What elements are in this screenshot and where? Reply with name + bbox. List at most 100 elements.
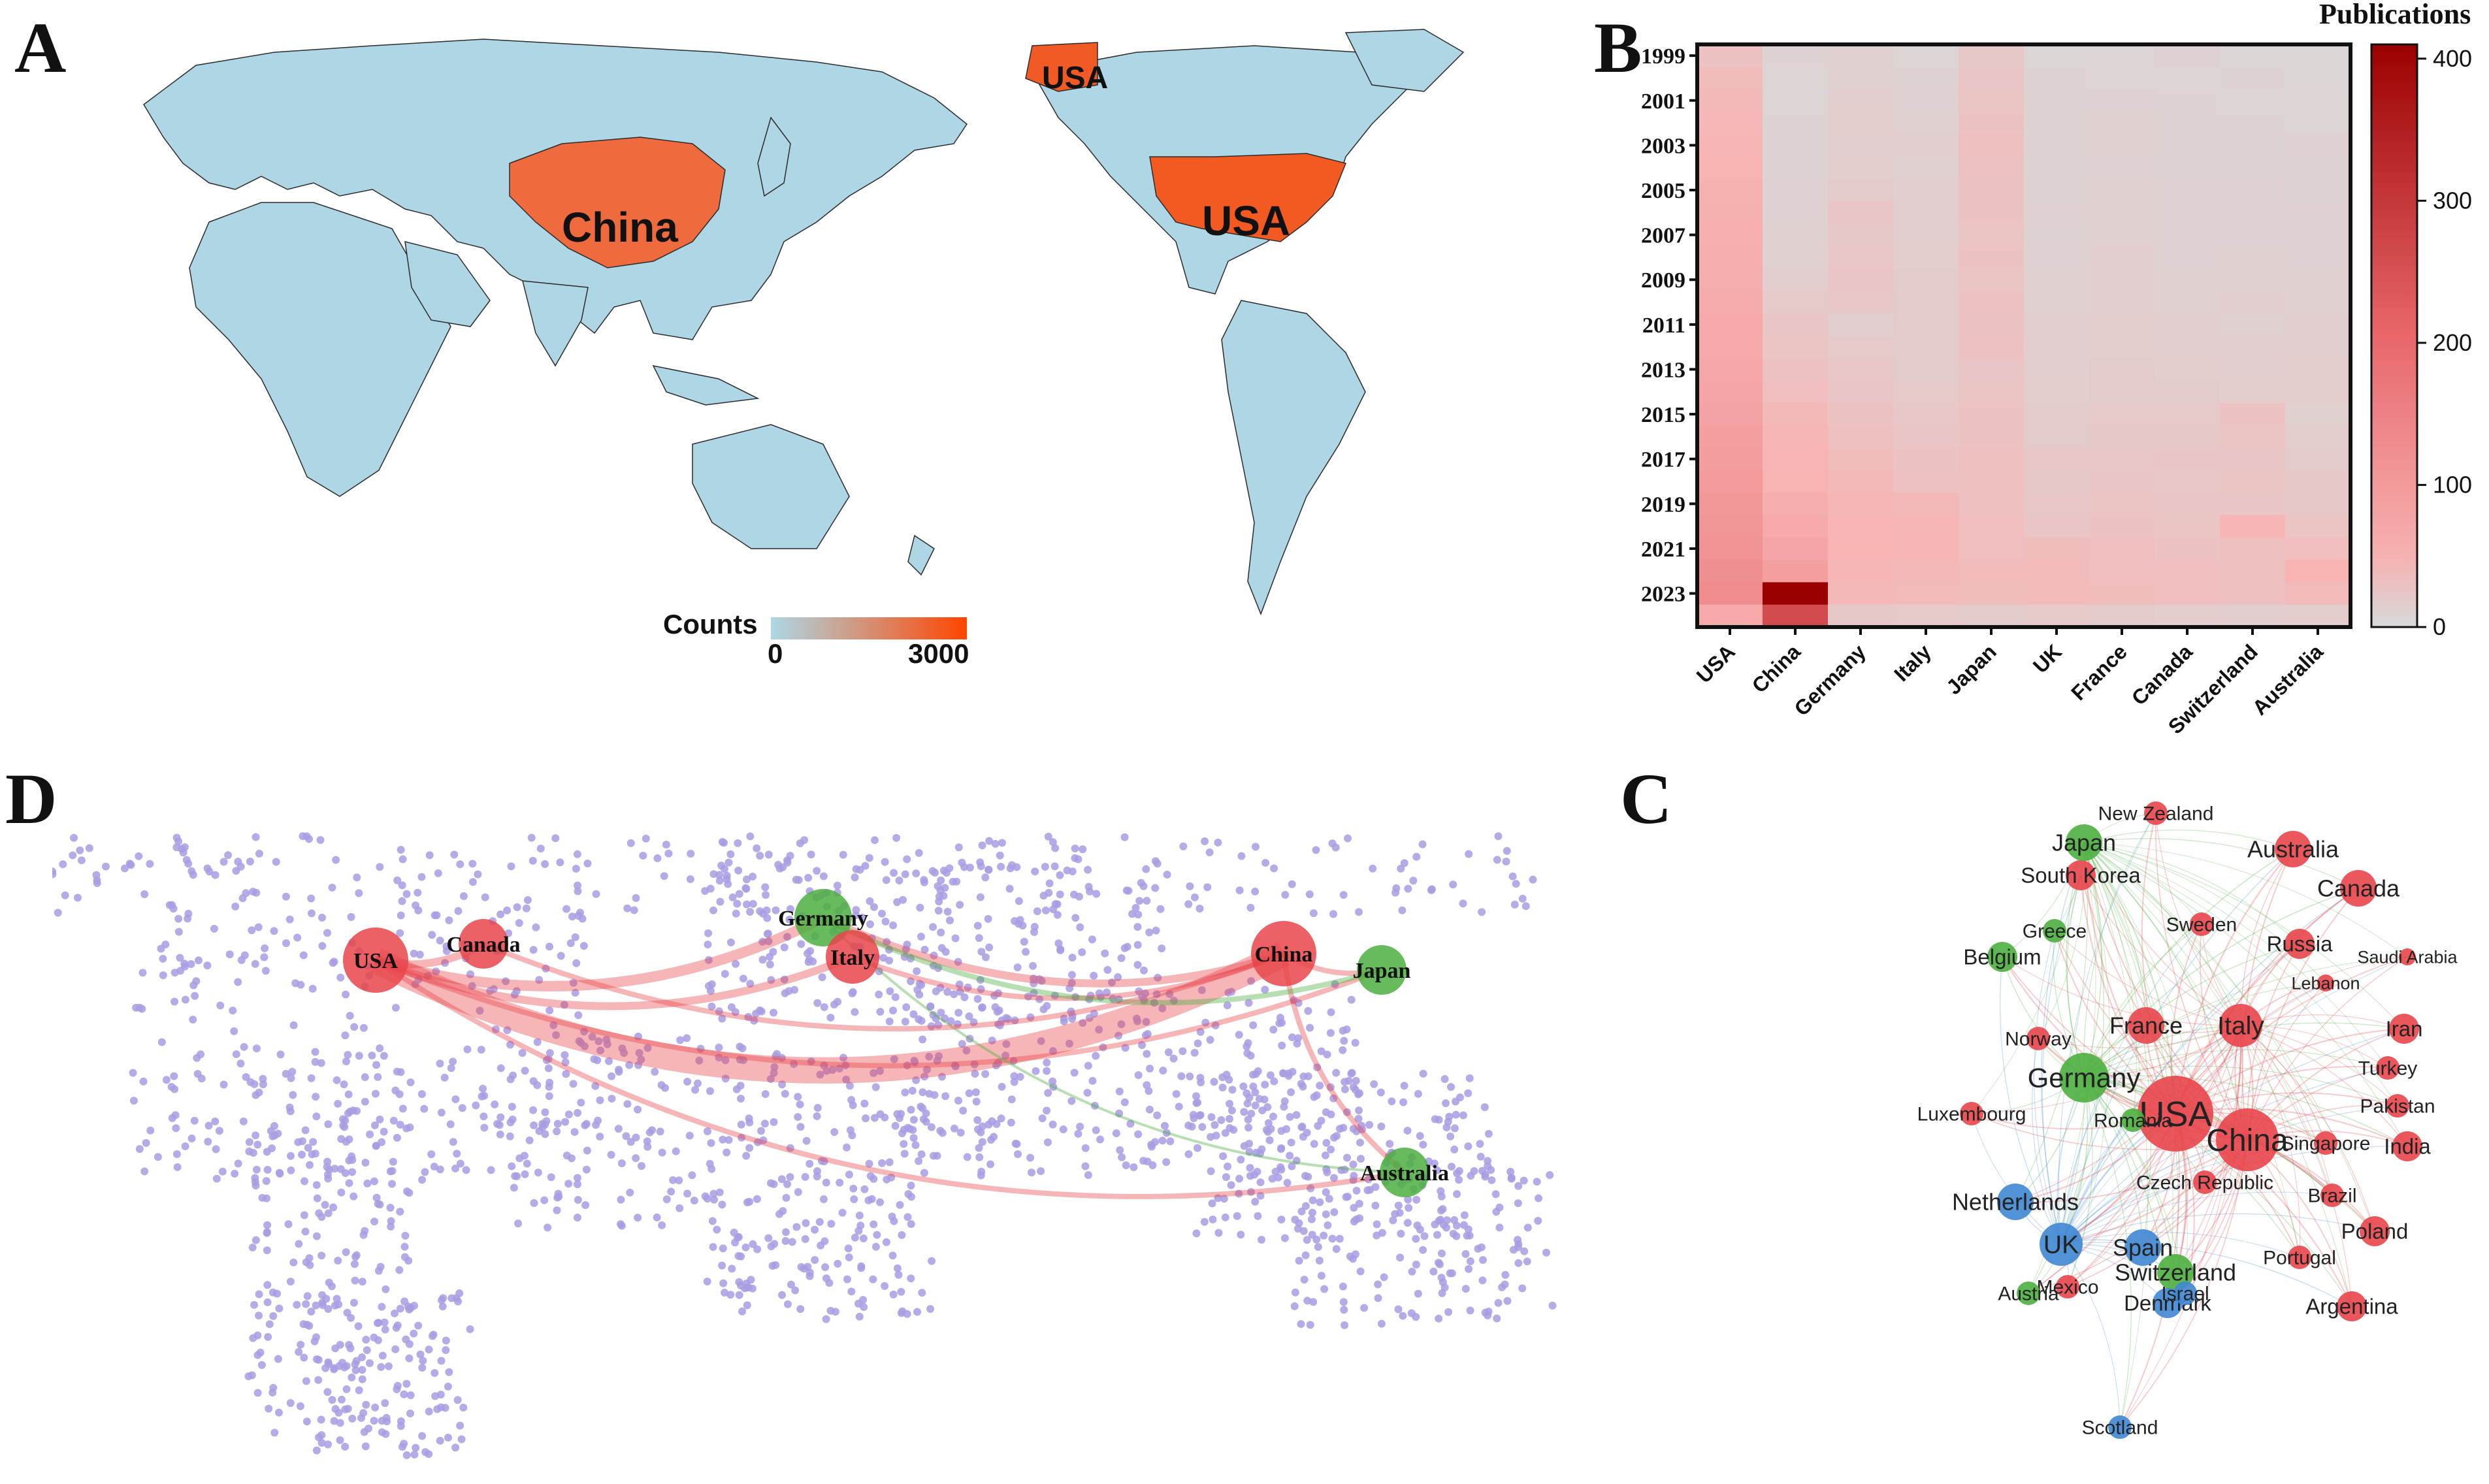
map-dot xyxy=(820,1003,828,1011)
heatmap-cell xyxy=(2089,201,2155,224)
flow-link xyxy=(822,916,1405,1174)
map-dot xyxy=(1266,1071,1275,1080)
map-dot xyxy=(165,901,174,909)
map-dot xyxy=(85,844,93,852)
map-dot xyxy=(888,1251,897,1260)
heatmap-cell xyxy=(2285,134,2351,157)
map-dot xyxy=(664,849,673,858)
map-dot xyxy=(324,1304,333,1313)
heatmap-cell xyxy=(2285,425,2351,449)
map-dot xyxy=(852,911,860,920)
heatmap-cell xyxy=(1893,358,1959,381)
network-edge xyxy=(2067,842,2110,1287)
map-dot xyxy=(1398,906,1407,914)
map-dot xyxy=(709,870,718,879)
map-dot xyxy=(495,1121,504,1129)
map-dot xyxy=(73,894,82,902)
map-dot xyxy=(437,1108,446,1117)
map-dot xyxy=(1162,1129,1171,1137)
heatmap-cell xyxy=(1828,134,1894,157)
map-dot xyxy=(181,995,189,1004)
map-dot xyxy=(510,1184,518,1192)
map-dot xyxy=(1020,937,1028,946)
map-dot xyxy=(1184,1121,1193,1130)
map-dot xyxy=(890,1217,898,1225)
map-dot xyxy=(1347,995,1356,1004)
heatmap-cell xyxy=(1763,156,1829,180)
map-dot xyxy=(860,1185,869,1193)
map-dot xyxy=(807,850,815,859)
map-dot xyxy=(1245,1148,1254,1156)
map-dot xyxy=(917,932,925,941)
map-dot xyxy=(1084,865,1092,874)
map-dot xyxy=(766,960,774,969)
map-dot xyxy=(568,912,576,921)
map-dot xyxy=(303,1292,312,1300)
map-dot xyxy=(1071,914,1080,922)
map-dot xyxy=(251,960,259,968)
map-dot xyxy=(1120,833,1129,841)
heatmap-cell xyxy=(1893,380,1959,404)
map-dot xyxy=(302,1377,310,1385)
map-dot xyxy=(286,1278,295,1286)
map-dot xyxy=(568,1154,576,1163)
y-tick-label: 1999 xyxy=(1641,44,1685,69)
map-dot xyxy=(1354,1114,1363,1123)
map-dot xyxy=(736,1282,745,1290)
map-dot xyxy=(1246,1163,1254,1172)
network-node-label: Saudi Arabia xyxy=(2357,947,2458,967)
map-dot xyxy=(1377,1319,1386,1328)
map-dot xyxy=(1339,1298,1348,1306)
network-edge xyxy=(2083,842,2408,1147)
map-dot xyxy=(1070,890,1079,899)
map-dot xyxy=(1251,1088,1260,1097)
map-dot xyxy=(1015,897,1023,905)
map-dot xyxy=(1251,843,1260,851)
map-dot xyxy=(282,1070,290,1078)
heatmap-cell xyxy=(2220,582,2286,605)
map-dot xyxy=(985,943,994,952)
map-dot xyxy=(459,892,468,900)
map-dot xyxy=(976,858,984,867)
map-dot xyxy=(871,1242,880,1251)
map-dot xyxy=(906,954,915,963)
map-dot xyxy=(311,1057,319,1066)
map-dot xyxy=(69,851,77,860)
map-dot xyxy=(615,1067,623,1076)
network-edge xyxy=(2060,1213,2375,1245)
heatmap-cell xyxy=(1959,447,2025,471)
network-edge xyxy=(2083,842,2408,958)
map-dot xyxy=(988,1037,996,1045)
map-dot xyxy=(1053,911,1062,919)
map-dot xyxy=(643,1044,652,1052)
map-dot xyxy=(1465,1265,1473,1273)
network-node xyxy=(2392,1131,2422,1161)
map-dot xyxy=(191,992,199,1000)
map-dot xyxy=(225,950,234,959)
map-dot xyxy=(1246,903,1255,912)
map-dot xyxy=(1523,1257,1531,1266)
map-dot xyxy=(1397,864,1405,873)
map-dot xyxy=(564,1180,573,1188)
heatmap-cell xyxy=(2220,425,2286,449)
map-dot xyxy=(632,894,640,902)
map-dot xyxy=(1435,1314,1443,1323)
map-dot xyxy=(1101,949,1109,958)
map-dot xyxy=(324,1440,333,1449)
map-dot xyxy=(750,1016,758,1025)
heatmap-cell xyxy=(1893,89,1959,112)
heatmap-cell xyxy=(2024,604,2090,628)
map-dot xyxy=(744,1012,753,1021)
heatmap-cell xyxy=(2285,201,2351,224)
map-dot xyxy=(1358,1121,1366,1130)
map-dot xyxy=(920,1169,928,1177)
map-dot xyxy=(583,860,592,868)
map-dot xyxy=(370,1417,378,1425)
map-dot xyxy=(387,1222,395,1231)
map-dot xyxy=(676,1036,685,1044)
network-node-label: Spain xyxy=(2113,1234,2173,1261)
heatmap-cell xyxy=(1697,470,1763,493)
map-dot xyxy=(733,899,741,908)
map-dot xyxy=(1043,1058,1051,1067)
map-dot xyxy=(1043,1106,1051,1115)
